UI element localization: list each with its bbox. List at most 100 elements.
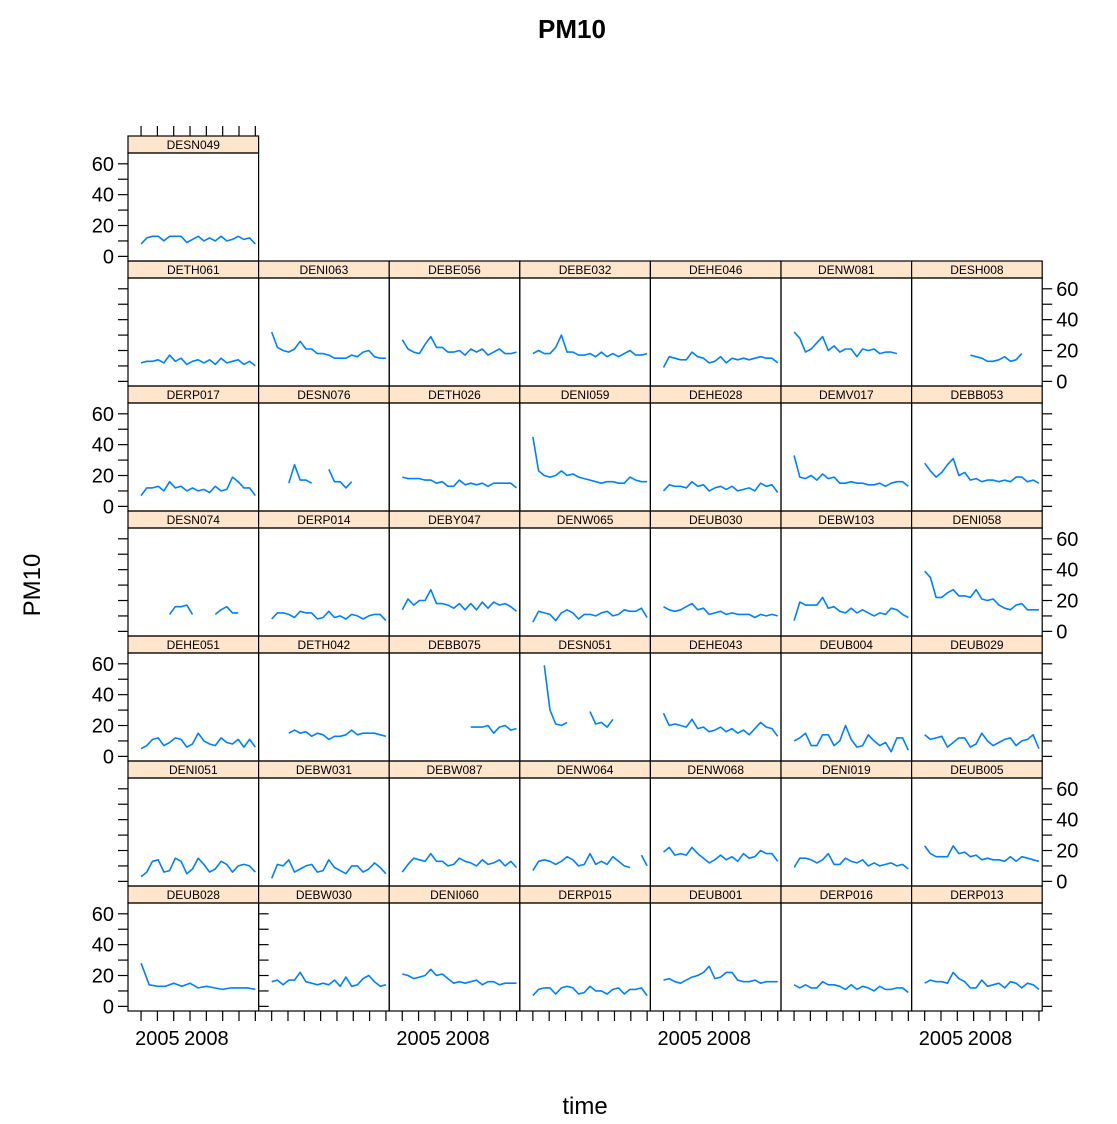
plot-frame-desn074 (127, 527, 260, 637)
strip-label-debb053: DEBB053 (951, 388, 1004, 402)
series-line-debw103 (793, 596, 909, 621)
y-tick-label-deni058-60: 60 (1056, 529, 1078, 551)
strip-label-deub001: DEUB001 (689, 888, 743, 902)
panel-debw030: DEBW030 (258, 885, 390, 1021)
strip-label-deni063: DENI063 (300, 263, 349, 277)
strip-label-dehe043: DEHE043 (689, 638, 743, 652)
y-tick-label-desh008-60: 60 (1056, 279, 1078, 301)
x-tick-label-bottom-deub028-2008: 2008 (184, 1028, 229, 1050)
panel-deni059: DENI059 (519, 385, 651, 512)
series-line-derp017 (140, 476, 256, 497)
series-line-denw064 (532, 852, 648, 872)
x-axis-label: time (562, 1093, 607, 1120)
plot-frame-derp014 (258, 527, 390, 637)
series-line-denw081 (794, 332, 908, 357)
x-tick-label-bottom-derp013-2005: 2005 (919, 1028, 964, 1050)
plot-frame-denw065 (519, 527, 651, 637)
plot-frame-debw087 (388, 777, 521, 887)
strip-label-desh008: DESH008 (950, 263, 1004, 277)
strip-label-debw103: DEBW103 (818, 513, 874, 527)
strip-label-desn074: DESN074 (167, 513, 221, 527)
strip-label-denw068: DENW068 (687, 763, 744, 777)
panel-deth042: DETH042 (258, 635, 390, 762)
strip-label-dehe046: DEHE046 (689, 263, 743, 277)
strip-label-debe032: DEBE032 (559, 263, 612, 277)
y-tick-label-desh008-0: 0 (1056, 371, 1067, 393)
plot-frame-deub005 (910, 777, 1043, 887)
series-line-deub028 (140, 962, 256, 991)
panel-debb075: DEBB075 (388, 635, 521, 762)
panel-derp014: DERP014 (258, 510, 390, 637)
strip-label-debw031: DEBW031 (296, 763, 352, 777)
plot-frame-derp017 (127, 402, 260, 512)
panel-dehe046: DEHE046 (649, 260, 782, 387)
series-line-debw031 (270, 859, 387, 879)
panel-deth026: DETH026 (388, 385, 521, 512)
plot-frame-denw064 (519, 777, 651, 887)
plot-frame-deth026 (388, 402, 521, 512)
strip-label-derp014: DERP014 (297, 513, 351, 527)
panel-denw064: DENW064 (519, 760, 651, 887)
x-tick-label-bottom-derp013-2008: 2008 (968, 1028, 1013, 1050)
panel-deth061: DETH061 (118, 260, 260, 387)
plot-frame-deby047 (388, 527, 521, 637)
plot-frame-deni019 (780, 777, 913, 887)
series-line-deub029 (924, 732, 1040, 750)
y-tick-label-desn049-0: 0 (103, 246, 114, 268)
series-line-dehe028 (662, 480, 779, 493)
y-tick-label-deub005-60: 60 (1056, 779, 1078, 801)
strip-label-deth042: DETH042 (298, 638, 351, 652)
series-line-deth026 (402, 476, 518, 489)
y-tick-label-deub005-0: 0 (1056, 871, 1067, 893)
panel-debw103: DEBW103 (780, 510, 913, 637)
strip-label-deni019: DENI019 (822, 763, 871, 777)
y-tick-label-deub028-0: 0 (103, 996, 114, 1018)
plot-frame-deth061 (127, 277, 260, 387)
y-tick-label-deni058-0: 0 (1056, 621, 1067, 643)
strip-label-deub029: DEUB029 (950, 638, 1004, 652)
y-tick-label-desn049-20: 20 (92, 216, 114, 238)
series-line-desn076 (288, 463, 353, 489)
panel-deub028: DEUB028 0 20 40 60 2005 2008 (92, 885, 269, 1050)
panel-desn074: DESN074 (118, 510, 260, 637)
y-tick-label-deub028-60: 60 (92, 904, 114, 926)
panel-deub029: DEUB029 (910, 635, 1053, 762)
panel-deub004: DEUB004 (780, 635, 913, 762)
series-line-denw068 (662, 846, 779, 864)
strip-label-deni059: DENI059 (561, 388, 610, 402)
plot-frame-desh008 (910, 277, 1043, 387)
panel-deub030: DEUB030 (649, 510, 782, 637)
y-tick-label-deub005-40: 40 (1056, 810, 1078, 832)
strip-label-debw030: DEBW030 (296, 888, 352, 902)
panel-derp017: DERP017 0 20 40 60 (92, 385, 260, 518)
plot-frame-debb053 (910, 402, 1043, 512)
series-line-debe032 (532, 334, 648, 358)
plot-frame-derp016 (780, 902, 913, 1012)
series-line-deni059 (532, 436, 648, 484)
series-line-denw065 (532, 607, 648, 623)
y-tick-label-desn049-40: 40 (92, 185, 114, 207)
strip-label-deni051: DENI051 (169, 763, 218, 777)
series-line-deni058 (924, 570, 1039, 611)
panel-deni063: DENI063 (258, 260, 390, 387)
plot-frame-dehe028 (649, 402, 782, 512)
strip-label-derp015: DERP015 (558, 888, 612, 902)
panel-denw065: DENW065 (519, 510, 651, 637)
panel-dehe051: DEHE051 0 20 40 60 (92, 635, 260, 768)
y-tick-label-deni058-20: 20 (1056, 591, 1078, 613)
strip-label-deub030: DEUB030 (689, 513, 743, 527)
strip-label-deni058: DENI058 (953, 513, 1002, 527)
series-line-deub005 (924, 845, 1040, 863)
plot-frame-deth042 (258, 652, 390, 762)
plot-frame-deni059 (519, 402, 651, 512)
plot-frame-dehe043 (649, 652, 782, 762)
strip-label-debb075: DEBB075 (428, 638, 481, 652)
y-tick-label-dehe051-0: 0 (103, 746, 114, 768)
series-line-dehe043 (662, 712, 779, 737)
series-line-desn051 (543, 665, 614, 728)
series-line-deni019 (793, 852, 909, 870)
y-tick-label-desn049-60: 60 (92, 154, 114, 176)
series-line-deth042 (288, 729, 387, 741)
series-line-debe056 (401, 335, 517, 356)
